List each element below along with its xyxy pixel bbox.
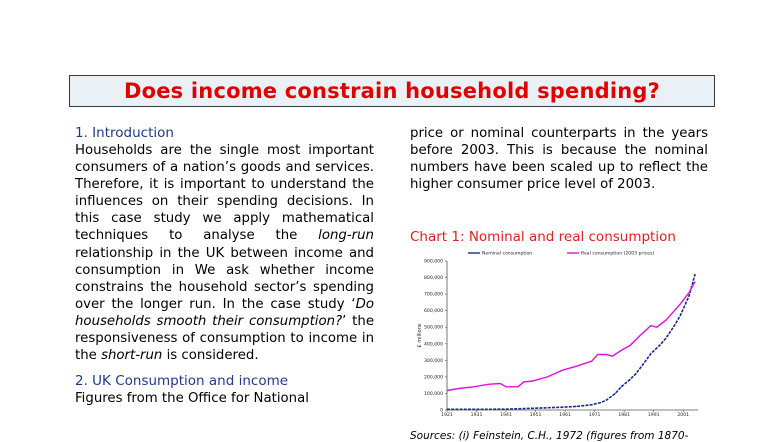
data-point [620,386,622,388]
consumption-income-paragraph: Figures from the Office for National [75,391,309,407]
series-line-nominal [447,273,696,411]
data-point [546,376,548,378]
sources-note: Sources: (i) Feinstein, C.H., 1972 (figu… [410,430,689,442]
data-point [665,320,667,322]
data-point [523,381,525,383]
data-point [502,408,504,410]
y-tick-label: 200,000 [424,374,443,380]
right-column: price or nominal counterparts in the yea… [410,125,708,193]
x-tick-label: 1921 [441,412,453,416]
data-point [605,399,607,401]
legend-label: Nominal consumption [482,251,532,257]
data-point [644,361,646,363]
data-point [532,380,534,382]
data-point [629,378,631,380]
data-point [679,303,681,305]
title-box: Does income constrain household spending… [69,75,715,107]
x-tick-label: 1941 [500,412,512,416]
data-point [446,389,448,391]
data-point [473,386,475,388]
data-point [650,353,652,355]
price-paragraph: price or nominal counterparts in the yea… [410,126,708,193]
introduction-paragraph: Households are the single most important… [75,143,374,364]
data-point [659,344,661,346]
data-point [611,355,613,357]
data-point [688,291,690,293]
data-point [561,406,563,408]
data-point [499,383,501,385]
data-point [656,326,658,328]
data-point [458,387,460,389]
data-point [694,273,696,275]
x-tick-label: 1951 [530,412,542,416]
data-point [688,295,690,297]
y-tick-label: 700,000 [424,292,443,298]
y-tick-label: 900,000 [424,259,443,265]
page-title: Does income constrain household spending… [123,79,661,103]
y-tick-label: 300,000 [424,358,443,364]
data-point [597,354,599,356]
y-axis-label: £ millions [417,323,423,347]
data-point [561,369,563,371]
data-point [629,344,631,346]
x-tick-label: 1971 [589,412,601,416]
section-heading-consumption-income: 2. UK Consumption and income [75,373,289,390]
data-point [591,360,593,362]
data-point [650,325,652,327]
series-line-real [446,281,696,392]
x-tick-label: 1991 [648,412,660,416]
y-tick-label: 800,000 [424,275,443,281]
y-tick-label: 0 [440,408,443,414]
x-tick-label: 1981 [618,412,630,416]
legend-label: Real consumption (2003 prices) [581,251,654,257]
data-point [605,354,607,356]
data-point [576,365,578,367]
x-tick-label: 1961 [559,412,571,416]
data-point [505,386,507,388]
data-point [487,383,489,385]
data-point [473,408,475,410]
data-point [665,338,667,340]
y-tick-label: 500,000 [424,325,443,331]
data-point [576,405,578,407]
data-point [517,386,519,388]
data-point [446,408,448,410]
x-tick-label: 2001 [677,412,689,416]
y-tick-label: 400,000 [424,341,443,347]
data-point [679,315,681,317]
chart: 0 100,000 200,000 300,000 400,000 500,000 600,… [410,248,708,418]
data-point [620,349,622,351]
data-point [694,281,696,283]
data-point [641,333,643,335]
y-tick-label: 600,000 [424,308,443,314]
section-heading-introduction: 1. Introduction [75,125,174,141]
chart-title: Chart 1: Nominal and real consumption [410,229,676,245]
data-point [600,402,602,404]
data-point [591,404,593,406]
data-point [532,407,534,409]
data-point [635,373,637,375]
data-point [673,325,675,327]
y-tick-label: 100,000 [424,391,443,397]
left-column: 1. Introduction Households are the singl… [75,125,374,407]
chart-svg: 0 100,000 200,000 300,000 400,000 500,000 600,… [417,251,698,418]
data-point [614,392,616,394]
x-tick-label: 1931 [471,412,483,416]
data-point [673,310,675,312]
